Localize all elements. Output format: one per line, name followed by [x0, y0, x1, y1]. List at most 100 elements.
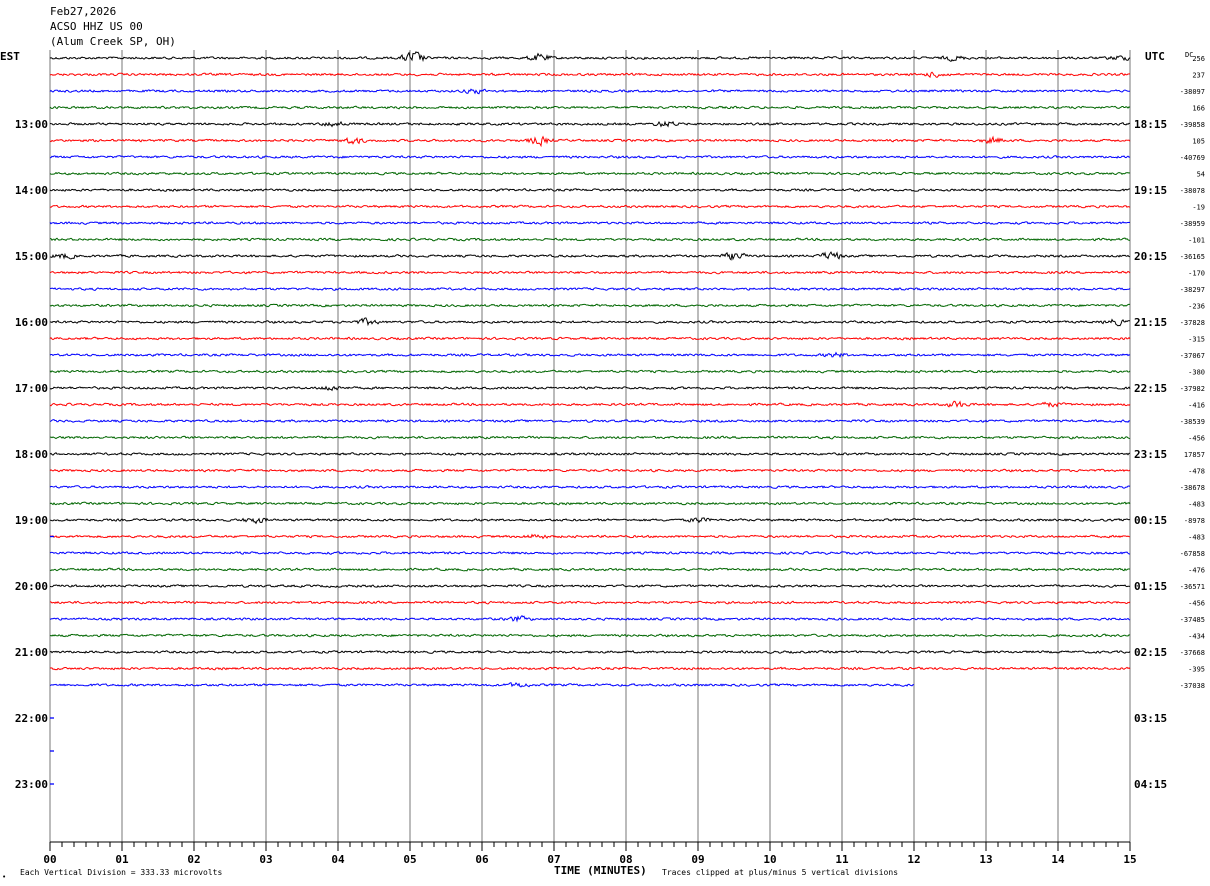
trace-row-6 [49, 155, 1131, 159]
trace-row-11 [50, 237, 1131, 242]
trace-row-4 [49, 120, 1131, 128]
header-location: (Alum Creek SP, OH) [50, 35, 176, 48]
dc-offset-label: -170 [1188, 270, 1205, 278]
dc-offset-label: 237 [1192, 72, 1205, 80]
est-hour-label: 13:00 [15, 118, 48, 131]
x-axis: 00 01 02 03 04 05 06 07 08 09 10 11 12 13 14 15 [43, 841, 1137, 866]
est-hour-label: 22:00 [15, 712, 48, 725]
trace-row-15 [49, 303, 1131, 308]
trace-row-28 [49, 517, 1131, 525]
dc-offset-label: -476 [1188, 567, 1205, 575]
est-hour-label: 20:00 [15, 580, 48, 593]
trace-row-7 [49, 171, 1131, 176]
dc-offset-label: -395 [1188, 666, 1205, 674]
trace-row-14 [49, 287, 1131, 291]
trace-row-26 [49, 485, 1131, 489]
trace-row-21 [49, 400, 1131, 408]
dc-offset-label: -38097 [1180, 88, 1205, 96]
dc-offset-label: -37067 [1180, 352, 1205, 360]
trace-row-31 [49, 567, 1130, 572]
utc-hour-label: 03:15 [1134, 712, 1167, 725]
x-tick-label: 09 [691, 853, 704, 866]
dc-offset-label: -37485 [1180, 616, 1205, 624]
trace-row-37 [49, 666, 1131, 671]
x-tick-label: 10 [763, 853, 776, 866]
dc-offset-label: -456 [1188, 600, 1205, 608]
dc-offset-label: -37038 [1180, 682, 1205, 690]
dc-offset-label: -38078 [1180, 187, 1205, 195]
trace-row-19 [49, 369, 1131, 374]
dc-offset-label: -416 [1188, 402, 1205, 410]
dc-offset-label: 105 [1192, 138, 1205, 146]
trace-row-9 [49, 204, 1131, 209]
trace-row-33 [49, 600, 1131, 605]
dc-offset-label: -37982 [1180, 385, 1205, 393]
utc-hour-label: 02:15 [1134, 646, 1167, 659]
x-tick-label: 15 [1123, 853, 1136, 866]
x-tick-label: 11 [835, 853, 849, 866]
dc-offset-label: -37828 [1180, 319, 1205, 327]
trace-row-8 [49, 188, 1131, 192]
trace-row-16 [49, 317, 1131, 327]
trace-row-35 [49, 633, 1131, 638]
est-hour-label: 16:00 [15, 316, 48, 329]
est-hour-label: 23:00 [15, 778, 48, 791]
trace-row-38 [49, 682, 915, 688]
trace-row-20 [49, 385, 1131, 392]
trace-row-23 [49, 435, 1131, 440]
utc-hour-label: 04:15 [1134, 778, 1167, 791]
utc-hour-label: 18:15 [1134, 118, 1167, 131]
x-tick-label: 00 [43, 853, 56, 866]
utc-label: UTC [1145, 50, 1165, 63]
trace-row-12 [49, 251, 1131, 261]
dc-offset-label: -8978 [1184, 517, 1205, 525]
est-hour-label: 18:00 [15, 448, 48, 461]
dc-offset-label: -456 [1188, 435, 1205, 443]
dc-offset-label: -38539 [1180, 418, 1205, 426]
dc-offset-label: -483 [1188, 534, 1205, 542]
dc-offset-label: -19 [1192, 204, 1205, 212]
trace-row-1 [49, 71, 1131, 79]
dc-offset-label: -36165 [1180, 253, 1205, 261]
xaxis-title: TIME (MINUTES) [554, 864, 647, 877]
header-station: ACSO HHZ US 00 [50, 20, 143, 33]
dc-offset-label: -236 [1188, 303, 1205, 311]
trace-row-27 [49, 501, 1131, 506]
dc-offset-label: -39858 [1180, 121, 1205, 129]
header-date: Feb27,2026 [50, 5, 117, 18]
x-tick-label: 12 [907, 853, 920, 866]
dc-offset-label: -315 [1188, 336, 1205, 344]
utc-hour-label: 22:15 [1134, 382, 1167, 395]
x-tick-label: 06 [475, 853, 489, 866]
est-hour-label: 17:00 [15, 382, 48, 395]
trace-row-32 [49, 584, 1131, 588]
dc-offset-label: -38297 [1180, 286, 1205, 294]
utc-hour-label: 01:15 [1134, 580, 1167, 593]
dc-offset-label: -38959 [1180, 220, 1205, 228]
x-tick-label: 07 [547, 853, 560, 866]
dc-heading: DC [1185, 51, 1193, 59]
trace-row-36 [49, 650, 1131, 654]
corner-mark: • [2, 873, 6, 881]
trace-row-22 [49, 419, 1131, 423]
dc-offset-label: 17857 [1184, 451, 1205, 459]
trace-row-17 [49, 336, 1131, 341]
utc-hour-label: 00:15 [1134, 514, 1167, 527]
utc-hour-label: 23:15 [1134, 448, 1167, 461]
dc-offset-label: 256 [1192, 55, 1205, 63]
dc-offset-label: -36571 [1180, 583, 1205, 591]
dc-offset-label: -478 [1188, 468, 1205, 476]
dc-offset-label: -40769 [1180, 154, 1205, 162]
trace-row-24 [49, 452, 1131, 456]
time-labels: 13:00 14:00 15:00 16:00 17:00 18:00 19:00 20:00… [15, 118, 1167, 791]
x-tick-label: 01 [115, 853, 129, 866]
est-label: EST [0, 50, 20, 63]
x-tick-label: 14 [1051, 853, 1065, 866]
dc-offset-label: -380 [1188, 369, 1205, 377]
utc-hour-label: 21:15 [1134, 316, 1167, 329]
minute-gridlines [49, 50, 1131, 842]
x-tick-label: 13 [979, 853, 992, 866]
trace-row-34 [49, 614, 1131, 623]
trace-row-30 [49, 551, 1131, 555]
